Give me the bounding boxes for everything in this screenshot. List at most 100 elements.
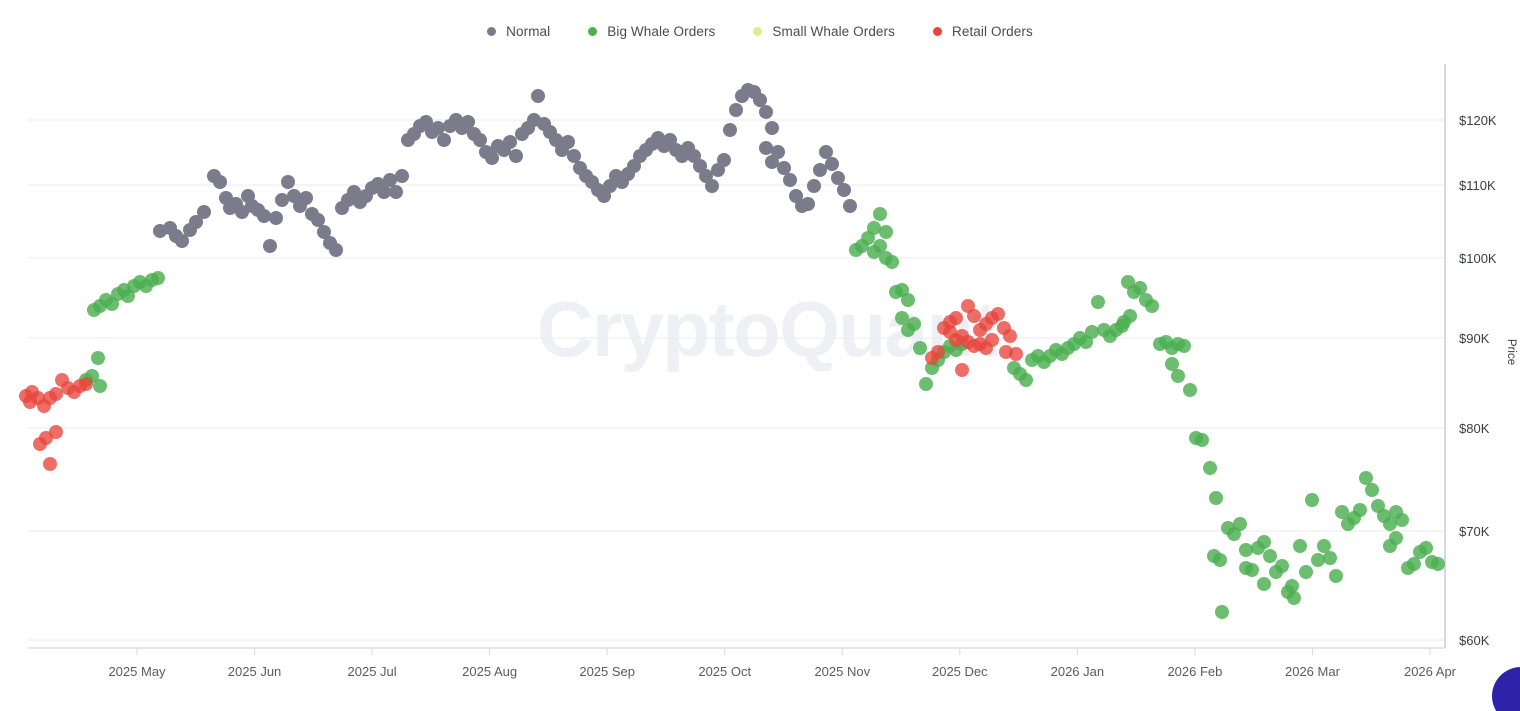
data-point[interactable] [1091,295,1105,309]
data-point[interactable] [729,103,743,117]
data-point[interactable] [831,171,845,185]
data-point[interactable] [1359,471,1373,485]
data-point[interactable] [907,317,921,331]
data-point[interactable] [197,205,211,219]
data-point[interactable] [1003,329,1017,343]
data-point[interactable] [213,175,227,189]
data-point[interactable] [395,169,409,183]
data-point[interactable] [269,211,283,225]
data-point[interactable] [705,179,719,193]
legend-item-big-whale-orders[interactable]: Big Whale Orders [588,24,715,39]
data-point[interactable] [531,89,545,103]
data-point[interactable] [485,151,499,165]
data-point[interactable] [311,213,325,227]
data-point[interactable] [389,185,403,199]
data-point[interactable] [257,209,271,223]
data-point[interactable] [567,149,581,163]
data-point[interactable] [867,221,881,235]
data-point[interactable] [1383,517,1397,531]
data-point[interactable] [837,183,851,197]
data-point[interactable] [175,234,189,248]
data-point[interactable] [1275,559,1289,573]
data-point[interactable] [1165,357,1179,371]
data-point[interactable] [1239,543,1253,557]
data-point[interactable] [1389,531,1403,545]
data-point[interactable] [1019,373,1033,387]
data-point[interactable] [985,333,999,347]
data-point[interactable] [1353,503,1367,517]
data-point[interactable] [919,377,933,391]
data-point[interactable] [79,377,93,391]
data-point[interactable] [431,121,445,135]
data-point[interactable] [813,163,827,177]
data-point[interactable] [949,311,963,325]
data-point[interactable] [1395,513,1409,527]
data-point[interactable] [723,123,737,137]
data-point[interactable] [1407,557,1421,571]
data-point[interactable] [901,293,915,307]
data-point[interactable] [867,245,881,259]
data-point[interactable] [23,395,37,409]
data-point[interactable] [1171,369,1185,383]
data-point[interactable] [1419,541,1433,555]
data-point[interactable] [1257,577,1271,591]
data-point[interactable] [1133,281,1147,295]
data-point[interactable] [151,271,165,285]
data-point[interactable] [1431,557,1445,571]
data-point[interactable] [967,309,981,323]
legend-item-small-whale-orders[interactable]: Small Whale Orders [753,24,895,39]
data-point[interactable] [991,307,1005,321]
data-point[interactable] [503,135,517,149]
data-point[interactable] [93,379,107,393]
data-point[interactable] [1177,339,1191,353]
data-point[interactable] [1213,553,1227,567]
data-point[interactable] [879,225,893,239]
data-point[interactable] [1335,505,1349,519]
data-point[interactable] [437,133,451,147]
data-point[interactable] [263,239,277,253]
data-point[interactable] [1305,493,1319,507]
data-point[interactable] [561,135,575,149]
data-point[interactable] [1215,605,1229,619]
data-point[interactable] [943,325,957,339]
data-point[interactable] [1145,299,1159,313]
data-point[interactable] [1323,551,1337,565]
data-point[interactable] [49,387,63,401]
legend-item-normal[interactable]: Normal [487,24,550,39]
data-point[interactable] [753,93,767,107]
data-point[interactable] [1263,549,1277,563]
data-point[interactable] [1209,491,1223,505]
data-point[interactable] [1329,569,1343,583]
data-point[interactable] [329,243,343,257]
data-point[interactable] [1293,539,1307,553]
data-point[interactable] [49,425,63,439]
data-point[interactable] [825,157,839,171]
data-point[interactable] [509,149,523,163]
data-point[interactable] [807,179,821,193]
data-point[interactable] [1311,553,1325,567]
data-point[interactable] [885,255,899,269]
data-point[interactable] [999,345,1013,359]
data-point[interactable] [765,121,779,135]
data-point[interactable] [1299,565,1313,579]
data-point[interactable] [759,105,773,119]
data-point[interactable] [759,141,773,155]
data-point[interactable] [955,363,969,377]
data-point[interactable] [1365,483,1379,497]
data-point[interactable] [1203,461,1217,475]
data-point[interactable] [275,193,289,207]
data-point[interactable] [461,115,475,129]
data-point[interactable] [843,199,857,213]
data-point[interactable] [1085,325,1099,339]
data-point[interactable] [913,341,927,355]
data-point[interactable] [1287,591,1301,605]
data-point[interactable] [783,173,797,187]
data-point[interactable] [801,197,815,211]
data-point[interactable] [1233,517,1247,531]
data-point[interactable] [473,133,487,147]
data-point[interactable] [1317,539,1331,553]
data-point[interactable] [771,145,785,159]
data-point[interactable] [1257,535,1271,549]
legend-item-retail-orders[interactable]: Retail Orders [933,24,1033,39]
